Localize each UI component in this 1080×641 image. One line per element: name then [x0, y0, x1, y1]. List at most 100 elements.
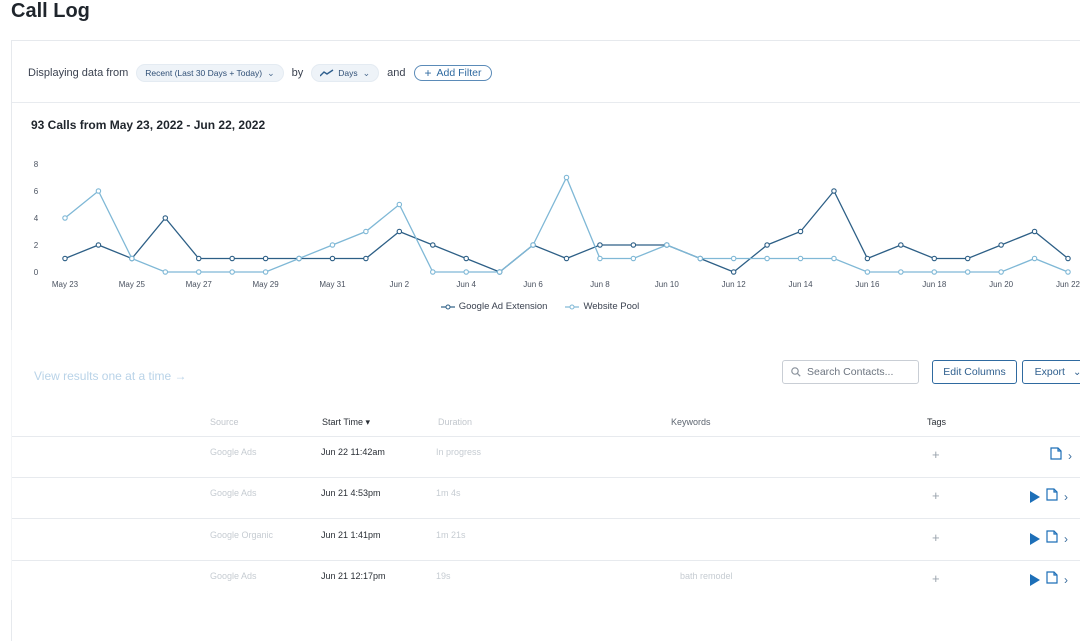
row-actions: ›	[1030, 530, 1068, 548]
column-header-duration[interactable]: Duration	[438, 417, 473, 427]
date-range-dropdown[interactable]: Recent (Last 30 Days + Today) ⌄	[136, 64, 284, 82]
row-divider	[12, 436, 1080, 437]
row-source: Google Ads	[210, 571, 257, 581]
data-point	[797, 228, 804, 235]
view-one-at-a-time-link[interactable]: View results one at a time →	[34, 369, 187, 383]
row-source: Google Ads	[210, 447, 257, 457]
x-tick-label: May 25	[119, 280, 146, 289]
granularity-dropdown[interactable]: Days ⌄	[311, 64, 380, 82]
data-point	[496, 269, 503, 275]
by-text: by	[291, 67, 304, 79]
data-point	[730, 269, 737, 275]
and-text: and	[387, 67, 406, 79]
data-point	[864, 255, 871, 262]
data-point	[363, 255, 369, 262]
data-point	[229, 255, 235, 262]
data-point	[831, 188, 837, 194]
row-divider	[12, 518, 1080, 519]
add-tag-button[interactable]: +	[932, 447, 940, 462]
legend-item[interactable]: Website Pool	[565, 301, 639, 312]
add-filter-button[interactable]: + Add Filter	[413, 65, 493, 81]
play-recording-icon[interactable]	[1030, 533, 1040, 545]
export-button[interactable]: Export ⌄	[1022, 360, 1080, 384]
column-header-keywords[interactable]: Keywords	[671, 417, 711, 427]
data-point	[195, 255, 202, 262]
notes-icon[interactable]	[1050, 447, 1062, 465]
column-header-source[interactable]: Source	[210, 417, 239, 427]
row-duration: 1m 4s	[436, 488, 461, 498]
add-tag-button[interactable]: +	[932, 571, 940, 586]
row-duration: 1m 21s	[436, 530, 466, 540]
x-tick-label: May 23	[52, 280, 79, 289]
legend-label: Google Ad Extension	[458, 301, 548, 312]
data-point	[1031, 228, 1038, 235]
data-point	[630, 255, 637, 262]
row-start-time: Jun 21 4:53pm	[321, 488, 381, 498]
data-point	[831, 255, 837, 262]
play-recording-icon[interactable]	[1030, 491, 1040, 503]
row-divider	[12, 560, 1080, 561]
x-tick-label: Jun 20	[989, 280, 1014, 289]
trend-line-icon	[320, 69, 334, 77]
data-point	[563, 255, 570, 262]
y-tick-label: 6	[34, 187, 39, 196]
chart-legend: Google Ad Extension Website Pool	[0, 301, 1080, 312]
x-tick-label: Jun 18	[922, 280, 947, 289]
data-point	[262, 255, 269, 262]
data-point	[396, 201, 403, 208]
legend-marker-icon	[440, 304, 455, 309]
data-point	[95, 242, 102, 248]
data-point	[1065, 269, 1071, 275]
granularity-label: Days	[338, 68, 358, 78]
chevron-down-icon: ⌄	[362, 67, 371, 78]
data-point	[664, 242, 670, 248]
row-keywords: bath remodel	[680, 571, 733, 581]
data-point	[697, 255, 703, 262]
chevron-right-icon[interactable]: ›	[1068, 449, 1072, 463]
chevron-right-icon[interactable]: ›	[1064, 490, 1068, 504]
page-title: Call Log	[11, 0, 90, 22]
notes-icon[interactable]	[1046, 571, 1058, 589]
x-tick-label: Jun 16	[855, 280, 880, 289]
x-tick-label: Jun 6	[523, 280, 543, 289]
data-point	[463, 255, 469, 262]
search-contacts-input[interactable]: Search Contacts...	[782, 360, 919, 384]
x-tick-label: Jun 12	[722, 280, 747, 289]
x-tick-label: Jun 10	[655, 280, 680, 289]
legend-label: Website Pool	[583, 301, 640, 312]
add-tag-button[interactable]: +	[932, 530, 940, 545]
data-point	[463, 269, 469, 275]
add-tag-button[interactable]: +	[932, 488, 940, 503]
column-header-start-time[interactable]: Start Time ▾	[322, 417, 371, 427]
data-point	[62, 215, 68, 221]
y-tick-label: 4	[34, 214, 39, 223]
chevron-right-icon[interactable]: ›	[1064, 532, 1068, 546]
row-start-time: Jun 22 11:42am	[321, 447, 385, 457]
data-point	[262, 269, 269, 275]
edit-columns-button[interactable]: Edit Columns	[932, 360, 1017, 384]
legend-marker-icon	[565, 304, 580, 309]
data-point	[730, 255, 737, 262]
data-point	[530, 242, 536, 248]
data-point	[329, 255, 336, 262]
data-point	[764, 242, 770, 248]
add-filter-label: Add Filter	[436, 67, 482, 79]
column-header-tags[interactable]: Tags	[927, 417, 947, 427]
data-point	[964, 255, 971, 262]
row-start-time: Jun 21 12:17pm	[321, 571, 386, 581]
search-icon	[791, 367, 801, 377]
row-actions: ›	[1030, 488, 1068, 506]
legend-item[interactable]: Google Ad Extension	[440, 301, 548, 312]
data-point	[430, 242, 436, 248]
data-point	[630, 242, 637, 248]
data-point	[62, 255, 68, 262]
chevron-right-icon[interactable]: ›	[1064, 573, 1068, 587]
notes-icon[interactable]	[1046, 488, 1058, 506]
data-point	[797, 255, 804, 262]
data-point	[363, 228, 369, 235]
data-point	[931, 269, 938, 275]
y-tick-label: 2	[34, 241, 39, 250]
play-recording-icon[interactable]	[1030, 574, 1040, 586]
x-tick-label: Jun 22	[1056, 280, 1080, 289]
notes-icon[interactable]	[1046, 530, 1058, 548]
